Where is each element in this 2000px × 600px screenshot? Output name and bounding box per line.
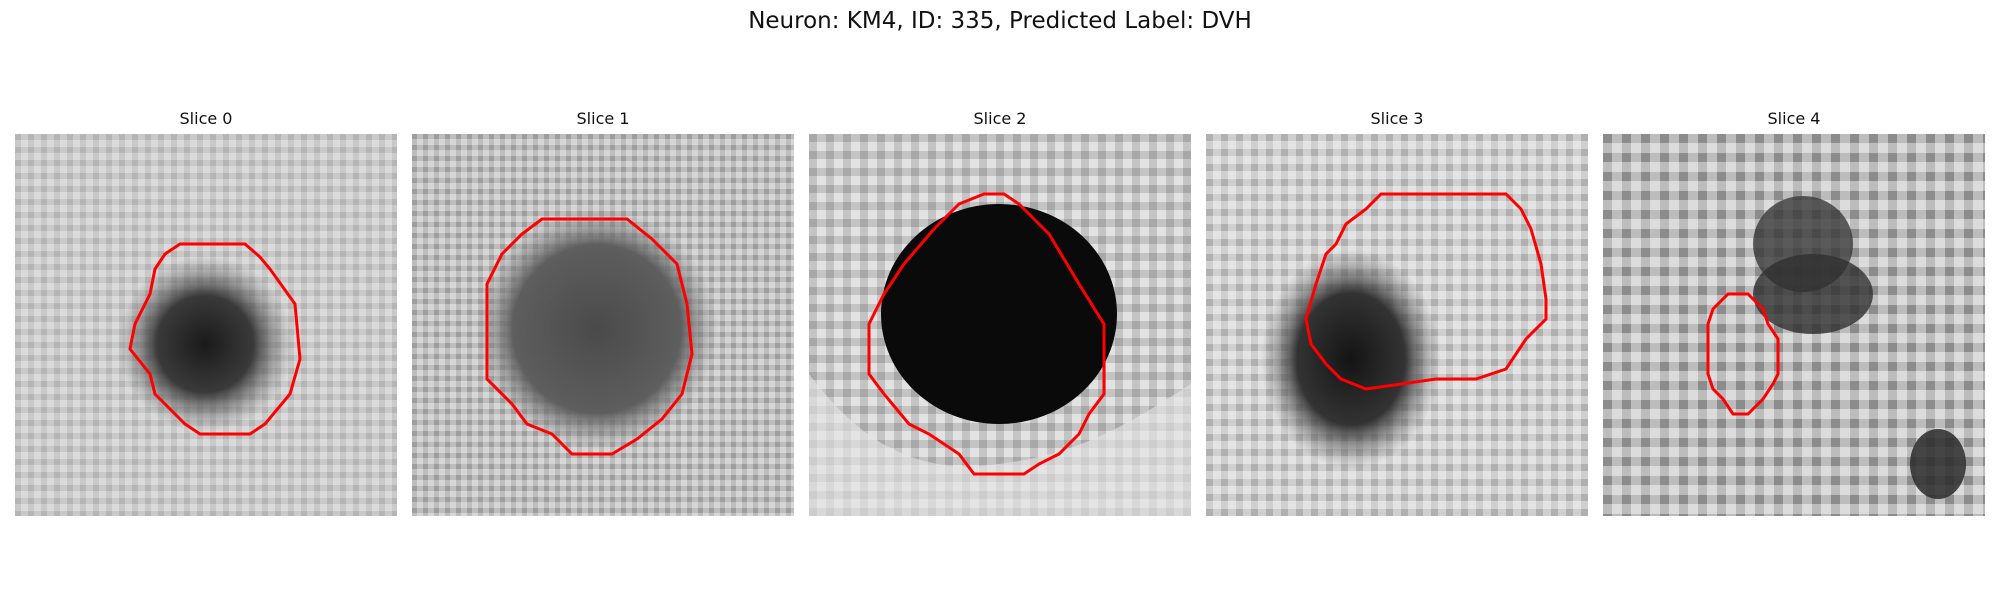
slice-image-1 [412, 134, 794, 516]
figure-title: Neuron: KM4, ID: 335, Predicted Label: D… [748, 8, 1252, 34]
slice-title-3: Slice 3 [1370, 109, 1424, 128]
roi-contour [128, 242, 302, 436]
roi-contour [1706, 292, 1780, 416]
neuron-soma [117, 256, 293, 432]
slice-panel-0: Slice 0 [15, 108, 397, 516]
slice-panel-1: Slice 1 [412, 108, 794, 516]
neuron-soma [477, 209, 717, 449]
neuron-soma [1261, 249, 1441, 469]
slice-image-0 [15, 134, 397, 516]
roi-contour [867, 192, 1106, 476]
slice-image-3 [1206, 134, 1588, 516]
roi-contour [1304, 192, 1548, 391]
slice-panel-2: Slice 2 [809, 108, 1191, 516]
slice-title-2: Slice 2 [973, 109, 1027, 128]
slice-title-4: Slice 4 [1767, 109, 1821, 128]
slice-panel-3: Slice 3 [1206, 108, 1588, 516]
slice-image-4 [1603, 134, 1985, 516]
roi-contour [485, 217, 694, 456]
slice-title-1: Slice 1 [576, 109, 630, 128]
slice-title-0: Slice 0 [179, 109, 233, 128]
slice-image-2 [809, 134, 1191, 516]
neuron-soma [881, 204, 1117, 424]
slice-panel-4: Slice 4 [1603, 108, 1985, 516]
